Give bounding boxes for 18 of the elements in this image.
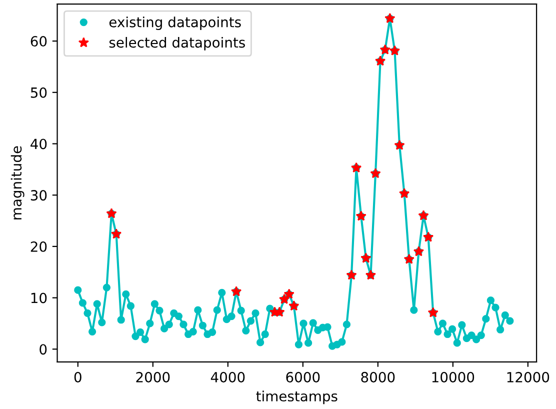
y-tick-label: 50 (30, 87, 47, 98)
x-tick-label: 0 (74, 372, 82, 382)
y-tick-label: 60 (30, 36, 47, 47)
legend-label: existing datapoints (109, 16, 241, 30)
y-tick-label: 10 (31, 292, 47, 304)
y-tick-label: 40 (30, 138, 47, 150)
legend-label: selected datapoints (109, 36, 245, 50)
x-axis-title: timestamps (256, 390, 338, 404)
y-axis-title: magnitude (10, 146, 24, 220)
y-tick-label: 30 (30, 190, 47, 201)
x-tick-label: 6000 (286, 372, 320, 382)
y-tick-label: 0 (40, 344, 47, 355)
x-tick-label: 12000 (507, 372, 550, 382)
x-tick-label: 2000 (136, 372, 170, 382)
x-tick-label: 8000 (361, 372, 395, 382)
x-tick-label: 10000 (432, 372, 474, 382)
x-tick-label: 4000 (210, 372, 245, 382)
y-tick-label: 20 (30, 241, 47, 252)
